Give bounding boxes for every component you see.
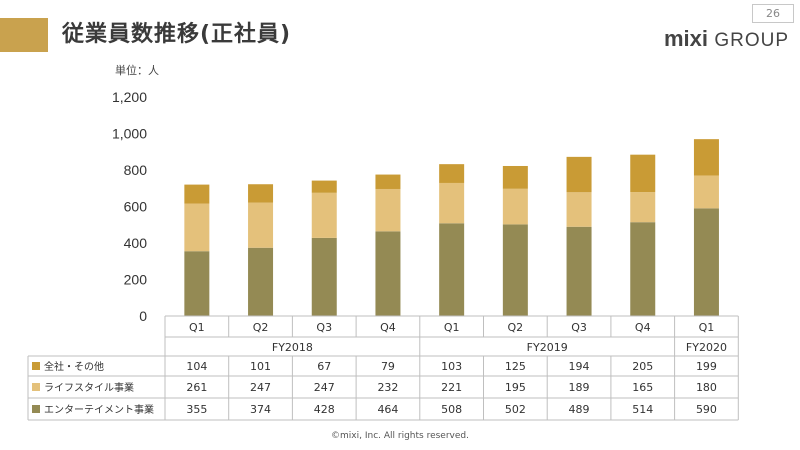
page-title: 従業員数推移(正社員) — [62, 22, 292, 47]
bar-segment-1 — [439, 223, 465, 316]
table-cell: 247 — [314, 381, 335, 394]
table-cell: 101 — [250, 360, 271, 373]
y-tick-label: 0 — [139, 308, 147, 324]
copyright-footer: ©mixi, Inc. All rights reserved. — [331, 431, 469, 441]
bar-segment-1 — [375, 231, 401, 316]
bar-segment-1 — [630, 222, 656, 316]
table-cell: 67 — [317, 360, 331, 373]
table-cell: 355 — [186, 403, 207, 416]
legend-label: エンターテイメント事業 — [44, 403, 154, 416]
y-tick-label: 400 — [124, 235, 148, 251]
table-cell: 261 — [186, 381, 207, 394]
bar-segment-1 — [311, 237, 337, 316]
bar-segment-3 — [502, 165, 528, 189]
table-cell: 232 — [377, 381, 398, 394]
legend-swatch — [32, 362, 40, 370]
y-tick-label: 200 — [124, 272, 148, 288]
legend-swatch — [32, 383, 40, 391]
y-tick-label: 1,000 — [112, 126, 147, 142]
mixi-logo-icon: mixi GROUP — [664, 26, 789, 52]
page-number: 26 — [752, 4, 794, 23]
bar-segment-2 — [248, 202, 274, 248]
stacked-bar-chart: 0 200 400 600 800 1,000 1,200 Q1 Q2 Q3 Q4 Q1 Q2 Q3 Q4 Q… — [27, 89, 739, 421]
fiscal-year-label: FY2019 — [527, 341, 568, 354]
bar-segment-1 — [693, 208, 719, 316]
table-cell: 205 — [632, 360, 653, 373]
table-cell: 247 — [250, 381, 271, 394]
table-cell: 514 — [632, 403, 653, 416]
legend-swatch — [32, 405, 40, 413]
y-tick-label: 800 — [124, 162, 148, 178]
bar-segment-3 — [693, 139, 719, 176]
x-tick-label: Q2 — [508, 321, 524, 334]
table-cell: 464 — [377, 403, 398, 416]
table-cell: 428 — [314, 403, 335, 416]
bar-segment-1 — [502, 224, 528, 316]
x-tick-label: Q1 — [444, 321, 460, 334]
table-cell: 180 — [696, 381, 717, 394]
table-cell: 508 — [441, 403, 462, 416]
bar-segment-3 — [184, 184, 210, 204]
x-tick-label: Q1 — [189, 321, 205, 334]
table-cell: 195 — [505, 381, 526, 394]
table-cell: 502 — [505, 403, 526, 416]
bar-segment-2 — [502, 188, 528, 225]
fiscal-year-label: FY2018 — [272, 341, 313, 354]
bar-segment-1 — [566, 226, 592, 316]
table-cell: 590 — [696, 403, 717, 416]
x-tick-label: Q2 — [253, 321, 269, 334]
table-cell: 165 — [632, 381, 653, 394]
table-cell: 189 — [569, 381, 590, 394]
bar-segment-2 — [630, 192, 656, 223]
x-tick-label: Q4 — [635, 321, 651, 334]
table-cell: 374 — [250, 403, 271, 416]
bar-segment-2 — [311, 192, 337, 238]
logo-suffix: GROUP — [714, 30, 790, 51]
x-tick-label: Q3 — [316, 321, 332, 334]
bar-segment-3 — [311, 180, 337, 193]
fiscal-year-label: FY2020 — [686, 341, 727, 354]
legend-label: 全社・その他 — [44, 360, 104, 373]
table-cell: 104 — [186, 360, 207, 373]
table-cell: 194 — [569, 360, 590, 373]
bar-segment-3 — [375, 174, 401, 189]
bar-segment-1 — [248, 247, 274, 316]
table-cell: 103 — [441, 360, 462, 373]
logo-brand: mixi — [664, 26, 709, 51]
table-cell: 489 — [569, 403, 590, 416]
x-tick-label: Q3 — [571, 321, 587, 334]
table-cell: 199 — [696, 360, 717, 373]
bar-segment-3 — [566, 156, 592, 193]
unit-label: 単位：人 — [115, 64, 159, 77]
legend-label: ライフスタイル事業 — [44, 381, 134, 394]
table-cell: 79 — [381, 360, 395, 373]
bar-segment-2 — [566, 192, 592, 227]
bar-segment-3 — [630, 154, 656, 193]
x-tick-label: Q4 — [380, 321, 396, 334]
bar-segment-3 — [439, 164, 465, 183]
bar-segment-2 — [184, 203, 210, 252]
bar-segment-2 — [375, 188, 401, 232]
bar-segment-2 — [693, 175, 719, 209]
y-tick-label: 600 — [124, 199, 148, 215]
table-cell: 125 — [505, 360, 526, 373]
x-tick-label: Q1 — [699, 321, 715, 334]
bar-segment-2 — [439, 182, 465, 224]
bar-segment-1 — [184, 251, 210, 316]
bar-segment-3 — [248, 184, 274, 203]
table-cell: 221 — [441, 381, 462, 394]
title-accent-bar — [0, 18, 48, 52]
y-tick-label: 1,200 — [112, 89, 147, 105]
